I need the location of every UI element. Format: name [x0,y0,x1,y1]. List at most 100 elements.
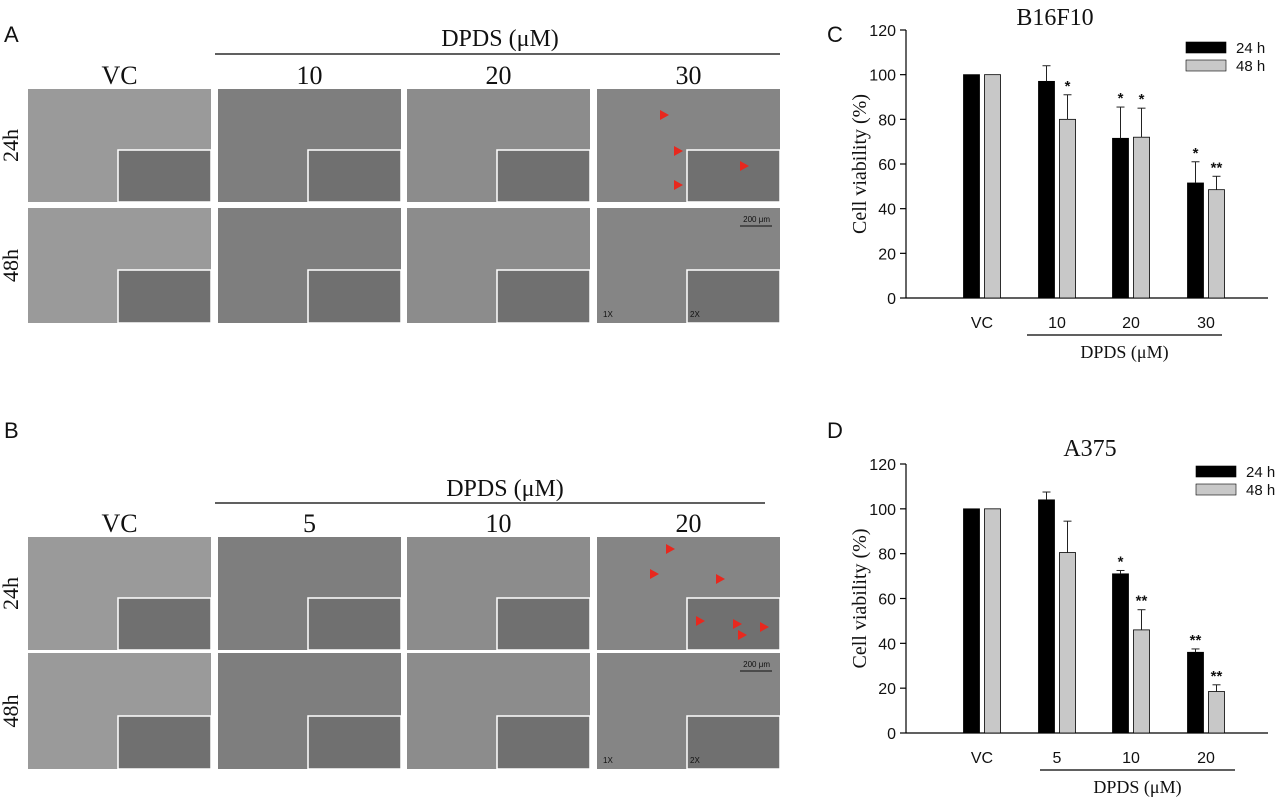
significance-marker: * [1193,145,1199,162]
bar-chart-d: D A375 0 20 40 60 80 100 120 Cell viability (%) V… [827,418,1275,798]
legend-label: 24 h [1236,40,1265,57]
bar-48h [1133,136,1150,299]
y-tick-label: 80 [878,112,896,129]
significance-marker: ** [1211,159,1223,176]
significance-marker: * [1118,553,1124,570]
bar-48h [1059,118,1076,299]
bar-48h [1059,552,1076,734]
significance-marker: * [1139,91,1145,108]
column-label-5: 5 [303,509,316,538]
significance-marker: ** [1136,593,1148,610]
bar-chart-c: C B16F10 0 20 40 60 80 100 120 Cell viability (%… [827,5,1268,363]
micrograph-inset [117,715,212,770]
bar-24h [1187,182,1204,299]
magnification-2x-label: 2X [690,310,700,319]
chart-title: B16F10 [1016,5,1093,31]
red-arrowhead [660,110,669,120]
significance-marker: * [1065,78,1071,95]
column-label-10: 10 [486,509,512,538]
legend-label: 24 h [1246,464,1275,481]
y-tick-label: 20 [878,681,896,698]
bar-48h [1208,691,1225,734]
micrograph-inset [307,269,402,324]
x-tick-label: 5 [1053,750,1062,767]
x-tick-label: VC [971,315,993,332]
y-tick-label: 0 [887,291,896,308]
red-arrowhead [696,616,705,626]
micrograph-inset [496,149,591,203]
y-tick-label: 40 [878,636,896,653]
x-tick-label: 20 [1122,315,1140,332]
column-label-30: 30 [676,61,702,90]
y-tick-label: 120 [869,23,896,40]
bar-24h [963,74,980,299]
significance-marker: ** [1211,668,1223,685]
red-arrowhead [674,180,683,190]
micrograph-inset [496,597,591,651]
red-arrowhead [674,146,683,156]
legend-swatch [1185,59,1227,72]
x-tick-label: VC [971,750,993,767]
red-arrowhead [733,619,742,629]
x-tick-label: 20 [1197,750,1215,767]
y-tick-label: 60 [878,592,896,609]
micrograph-inset [686,269,781,324]
red-arrowhead [650,569,659,579]
bar-24h [1187,651,1204,734]
red-arrowhead [760,622,769,632]
bar-48h [984,508,1001,734]
legend-swatch [1195,483,1237,496]
micrograph-inset [686,715,781,770]
red-arrowhead [716,574,725,584]
x-tick-label: 30 [1197,315,1215,332]
y-tick-label: 100 [869,68,896,85]
legend-label: 48 h [1246,482,1275,499]
scale-bar-label: 200 μm [743,660,770,669]
micrograph-panel-b: B DPDS (μM) VC 5 10 20 24h 48h 200 μm 1X 2X [0,418,781,770]
bar-48h [984,74,1001,299]
bar-24h [1038,499,1055,734]
y-tick-label: 20 [878,246,896,263]
legend-swatch [1195,465,1237,478]
y-tick-label: 100 [869,502,896,519]
column-label-20: 20 [676,509,702,538]
micrograph-inset [496,269,591,324]
y-axis-label: Cell viability (%) [849,94,871,234]
row-label-48h: 48h [0,695,23,728]
magnification-1x-label: 1X [603,310,613,319]
panel-letter-c: C [827,22,843,47]
magnification-1x-label: 1X [603,756,613,765]
column-label-vc: VC [101,61,137,90]
micrograph-panel-a: A DPDS (μM) VC 10 20 30 24h 48h 200 μm 1X 2X [0,22,781,324]
magnification-2x-label: 2X [690,756,700,765]
column-label-10: 10 [297,61,323,90]
x-axis-label: DPDS (μM) [1080,342,1168,363]
micrograph-inset [307,715,402,770]
scale-bar-label: 200 μm [743,215,770,224]
dpds-group-label-b: DPDS (μM) [446,476,564,502]
legend-swatch [1185,41,1227,54]
y-tick-label: 40 [878,202,896,219]
significance-marker: * [1118,90,1124,107]
bar-48h [1208,189,1225,299]
red-arrowhead [740,161,749,171]
micrograph-inset [117,149,212,203]
panel-letter-a: A [4,22,19,47]
significance-marker: ** [1190,632,1202,649]
panel-letter-d: D [827,418,843,443]
micrograph-inset [496,715,591,770]
bar-24h [1038,80,1055,299]
chart-title: A375 [1063,436,1116,462]
red-arrowhead [738,630,747,640]
legend-label: 48 h [1236,58,1265,75]
micrograph-inset [117,269,212,324]
bar-24h [963,508,980,734]
column-label-vc: VC [101,509,137,538]
x-axis-label: DPDS (μM) [1093,777,1181,797]
row-label-24h: 24h [0,129,23,162]
bar-24h [1112,573,1129,734]
row-label-24h: 24h [0,577,23,610]
column-label-20: 20 [486,61,512,90]
micrograph-inset [686,149,781,203]
